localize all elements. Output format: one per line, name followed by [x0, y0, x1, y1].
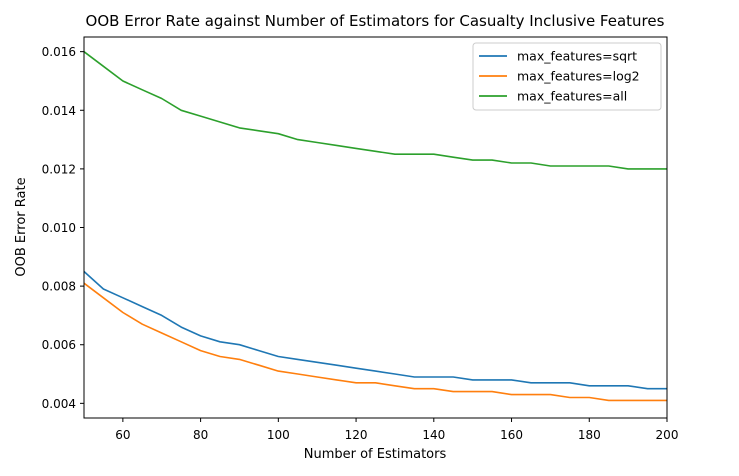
- x-tick-label: 180: [578, 428, 601, 442]
- x-tick-label: 60: [115, 428, 130, 442]
- series-line-1: [83, 270, 667, 390]
- x-tick-label: 160: [500, 428, 523, 442]
- axes-layer: 60 80 100 120 140 160 180 200 0.004 0.006 0.008 0.0…: [42, 36, 679, 442]
- x-tick-label: 200: [656, 428, 679, 442]
- y-tick-label: 0.004: [42, 397, 76, 411]
- legend-label: max_features=log2: [517, 69, 640, 84]
- chart-title: OOB Error Rate against Number of Estimat…: [86, 12, 665, 30]
- y-tick-label: 0.016: [42, 45, 76, 59]
- legend-box: [472, 42, 662, 111]
- x-tick-label: 120: [345, 428, 368, 442]
- legend-label: max_features=all: [517, 89, 627, 104]
- y-tick-label: 0.006: [42, 338, 76, 352]
- y-tick-label: 0.008: [42, 280, 76, 294]
- legend: max_features=sqrt max_features=log2 max_fe…: [472, 42, 662, 111]
- x-tick-label: 80: [193, 428, 208, 442]
- y-tick-label: 0.014: [42, 104, 76, 118]
- series-line-2: [83, 282, 667, 402]
- series-line-3: [83, 51, 667, 170]
- x-tick-label: 100: [267, 428, 290, 442]
- series-layer: [83, 51, 667, 402]
- x-axis-label: Number of Estimators: [304, 447, 447, 462]
- y-tick-label: 0.010: [42, 221, 76, 235]
- y-tick-label: 0.012: [42, 162, 76, 176]
- x-tick-label: 140: [422, 428, 445, 442]
- legend-label: max_features=sqrt: [517, 49, 637, 64]
- y-axis-label: OOB Error Rate: [14, 177, 29, 276]
